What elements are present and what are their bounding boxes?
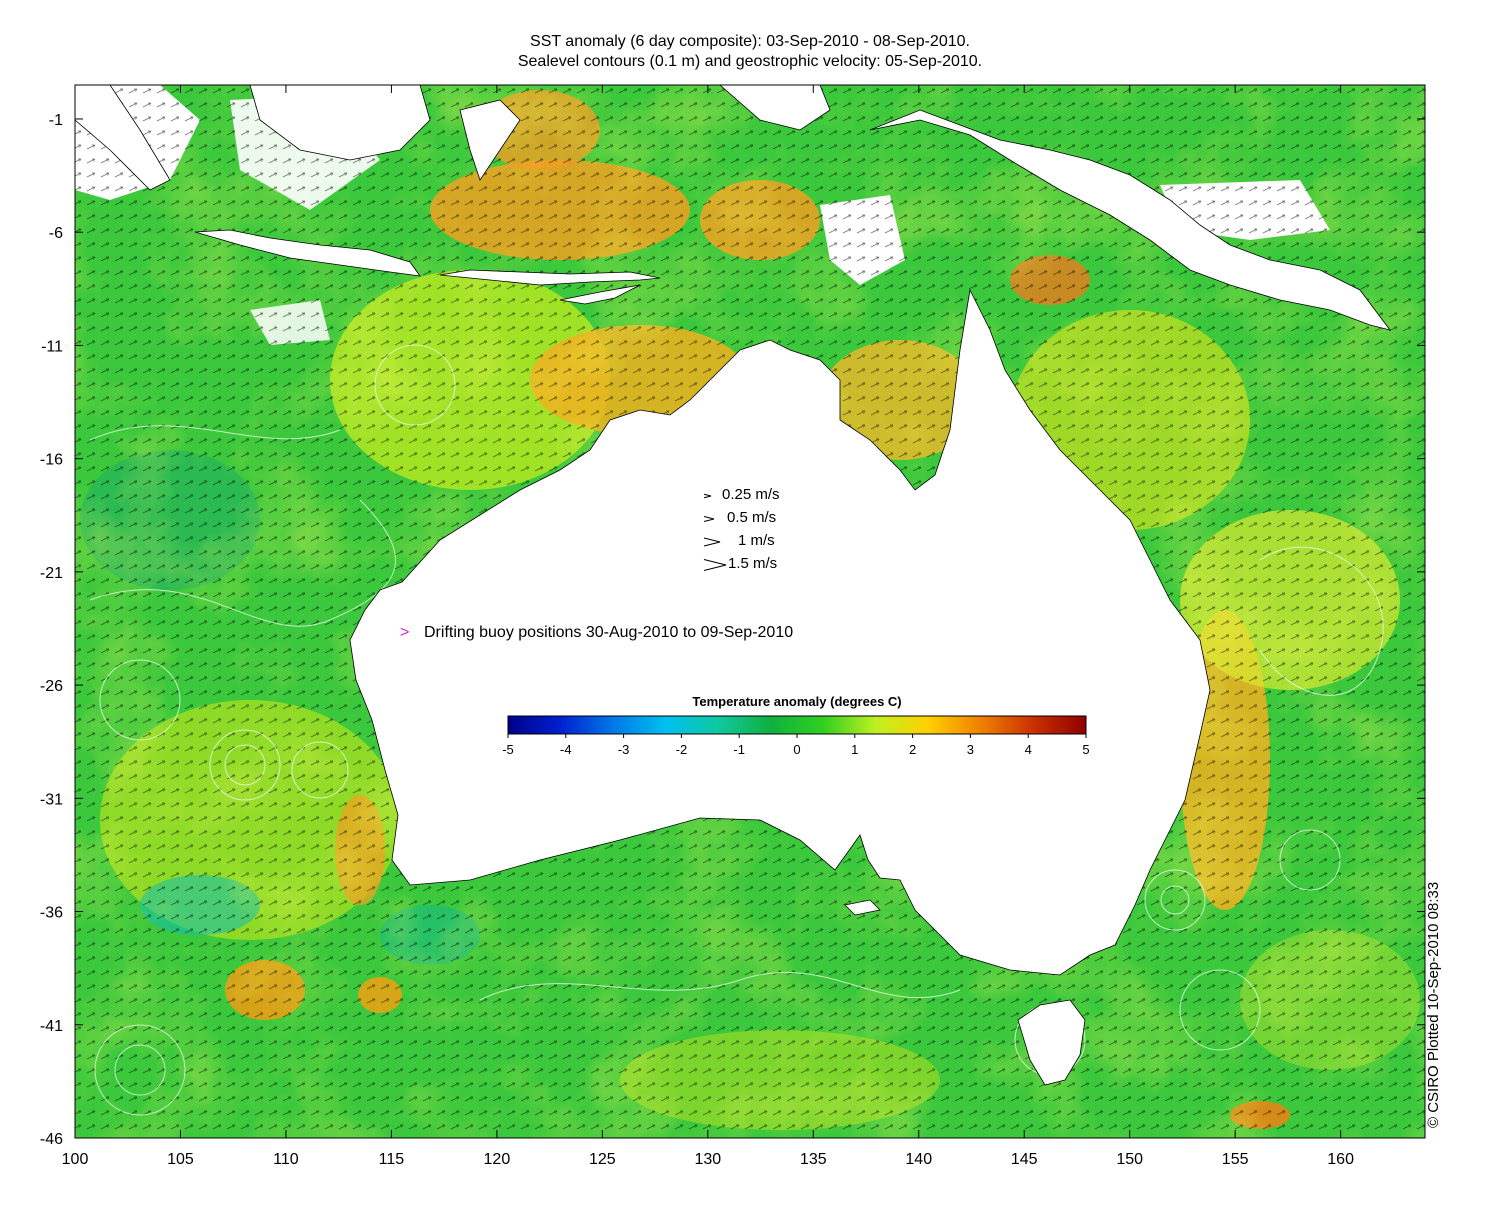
kangaroo-island-land [844, 899, 881, 916]
buoy-legend: > Drifting buoy positions 30-Aug-2010 to … [400, 624, 793, 642]
map-title-line1: SST anomaly (6 day composite): 03-Sep-20… [530, 33, 970, 50]
colorbar-tick-label: 4 [1025, 742, 1032, 757]
timor-land [559, 284, 641, 305]
lon-tick-label: 150 [1116, 1151, 1143, 1168]
velocity-arrow-icon [703, 493, 712, 499]
lat-tick-label: -41 [40, 1018, 63, 1035]
sumatra-land [74, 84, 171, 191]
latitude-axis: -1-6-11-16-21-26-31-36-41-46 [40, 112, 1425, 1148]
colorbar-tick-label: -5 [502, 742, 514, 757]
colorbar-ticks: -5 -4 -3 -2 -1 0 1 2 3 4 5 [502, 734, 1090, 757]
colorbar-tick-label: 1 [851, 742, 858, 757]
lat-tick-label: -46 [40, 1131, 63, 1148]
lat-tick-label: -1 [49, 112, 63, 129]
lon-tick-label: 130 [694, 1151, 721, 1168]
lat-tick-label: -26 [40, 678, 63, 695]
velocity-arrow-icon [703, 537, 721, 547]
lat-tick-label: -16 [40, 452, 63, 469]
buoy-marker-icon: > [400, 624, 410, 641]
tasmania-land [1017, 999, 1086, 1086]
lon-tick-label: 125 [589, 1151, 616, 1168]
velocity-legend-label: 1.5 m/s [728, 555, 778, 572]
colorbar-tick-label: 3 [967, 742, 974, 757]
colorbar-bar [507, 715, 1087, 735]
colorbar-tick-label: 2 [909, 742, 916, 757]
colorbar-tick-label: 5 [1082, 742, 1089, 757]
lon-tick-label: 120 [484, 1151, 511, 1168]
credit-text: © CSIRO Plotted 10-Sep-2010 08:33 [1425, 881, 1442, 1128]
lon-tick-label: 115 [379, 1151, 405, 1168]
lat-tick-label: -36 [40, 905, 63, 922]
colorbar-tick-label: -1 [733, 742, 745, 757]
lon-tick-label: 100 [62, 1151, 89, 1168]
lat-tick-label: -11 [41, 338, 63, 355]
colorbar-tick-label: 0 [793, 742, 800, 757]
lon-tick-label: 145 [1011, 1151, 1038, 1168]
lon-tick-label: 155 [1222, 1151, 1249, 1168]
lat-tick-label: -6 [49, 225, 63, 242]
colorbar-tick-label: -3 [618, 742, 630, 757]
map-title-line2: Sealevel contours (0.1 m) and geostrophi… [517, 53, 983, 70]
colorbar-tick-label: -2 [676, 742, 688, 757]
velocity-legend-label: 0.5 m/s [727, 509, 777, 526]
longitude-axis: 100 105 110 115 120 125 130 135 140 145 150 155 160 [62, 85, 1354, 1168]
borneo-land [249, 84, 431, 161]
velocity-arrow-icon [703, 516, 715, 522]
velocity-legend-label: 0.25 m/s [722, 486, 780, 503]
lesser-sunda-land [439, 269, 661, 286]
landmasses [74, 84, 1391, 1086]
velocity-legend [703, 493, 727, 571]
buoy-legend-label: Drifting buoy positions 30-Aug-2010 to 0… [424, 624, 794, 641]
colorbar: -5 -4 -3 -2 -1 0 1 2 3 4 5 [502, 715, 1090, 757]
sealevel-contours [89, 344, 1384, 1116]
lon-tick-label: 110 [273, 1151, 299, 1168]
lon-tick-label: 160 [1327, 1151, 1354, 1168]
australia-land [349, 288, 1211, 976]
colorbar-title: Temperature anomaly (degrees C) [692, 694, 902, 709]
plot-frame [74, 84, 1426, 1139]
velocity-legend-label: 1 m/s [738, 532, 775, 549]
lat-tick-label: -31 [40, 791, 63, 808]
new-guinea-land [869, 109, 1391, 331]
lon-tick-label: 135 [800, 1151, 827, 1168]
velocity-arrow-icon [703, 559, 727, 571]
lon-tick-label: 105 [167, 1151, 194, 1168]
colorbar-tick-label: -4 [560, 742, 572, 757]
java-land [194, 229, 421, 277]
lat-tick-label: -21 [40, 565, 63, 582]
lon-tick-label: 140 [905, 1151, 932, 1168]
sulawesi-land [459, 99, 521, 181]
